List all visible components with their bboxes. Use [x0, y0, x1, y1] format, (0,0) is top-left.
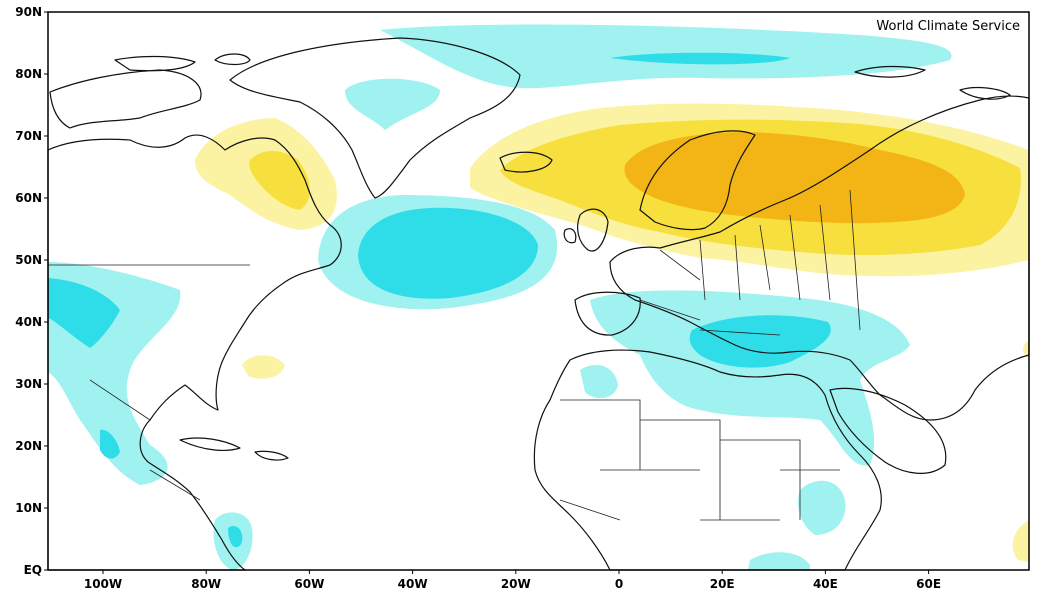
lon-tick-label: 20W — [501, 577, 531, 591]
lat-tick-label: 10N — [15, 501, 42, 515]
americas-borders — [48, 264, 250, 501]
lat-tick-label: 80N — [15, 67, 42, 81]
warm-anomaly-bermuda — [242, 355, 285, 379]
lat-tick-label: 30N — [15, 377, 42, 391]
warm-anomaly-east-edge — [1022, 340, 1029, 358]
africa-outline — [533, 349, 882, 571]
lon-tick-label: 40E — [813, 577, 838, 591]
lat-tick-label: 60N — [15, 191, 42, 205]
plot-area — [48, 12, 1029, 570]
cool-anomaly-central-america-core — [100, 429, 120, 459]
longitude-axis: 100W 80W 60W 40W 20W 0 20E 40E 60E — [84, 570, 941, 591]
iceland-outline — [499, 151, 553, 173]
land-outlines — [47, 37, 1030, 571]
lat-tick-label: EQ — [24, 563, 42, 577]
anomaly-shading — [48, 24, 1029, 570]
lon-tick-label: 80W — [191, 577, 221, 591]
cool-anomaly-east-africa — [798, 480, 846, 535]
north-america-outline — [47, 134, 342, 571]
svalbard-outline — [854, 65, 1011, 100]
caribbean-outline — [179, 437, 289, 461]
credit-label: World Climate Service — [876, 19, 1020, 34]
lat-tick-label: 20N — [15, 439, 42, 453]
lat-tick-label: 70N — [15, 129, 42, 143]
lon-tick-label: 60E — [916, 577, 941, 591]
warm-anomaly-labrador-core — [249, 151, 310, 210]
cool-anomaly-greenland — [345, 78, 440, 130]
cool-anomaly-arctic-core — [610, 52, 790, 65]
lon-tick-label: 60W — [294, 577, 324, 591]
africa-borders — [559, 399, 840, 521]
arabia-outline — [829, 387, 947, 474]
greenland-outline — [229, 37, 521, 199]
europe-borders — [639, 189, 861, 336]
cool-anomaly-central-africa — [748, 552, 810, 570]
lon-tick-label: 0 — [615, 577, 623, 591]
lat-tick-label: 50N — [15, 253, 42, 267]
british-isles-outline — [563, 208, 609, 252]
lat-tick-label: 40N — [15, 315, 42, 329]
canadian-arctic-outline — [49, 53, 251, 129]
eurasia-outline — [609, 95, 1030, 421]
lon-tick-label: 20E — [710, 577, 735, 591]
cool-anomaly-north-atlantic-core — [358, 207, 538, 299]
lat-tick-label: 90N — [15, 5, 42, 19]
cool-anomaly-east-pacific-core — [48, 278, 120, 348]
plot-frame — [47, 11, 1030, 571]
cool-anomaly-mediterranean-core — [689, 315, 831, 368]
lon-tick-label: 100W — [84, 577, 122, 591]
scandinavia-outline — [639, 130, 756, 231]
lon-tick-label: 40W — [398, 577, 428, 591]
cool-anomaly-mediterranean — [590, 290, 910, 466]
cool-anomaly-colombia-core — [228, 525, 243, 548]
iberia-outline — [574, 291, 641, 336]
warm-anomaly-southeast-edge — [1012, 520, 1029, 562]
warm-anomaly-europe-core — [624, 132, 965, 224]
cool-anomaly-nw-africa — [580, 365, 618, 399]
latitude-axis: 90N 80N 70N 60N 50N 40N 30N 20N 10N EQ — [15, 5, 48, 577]
